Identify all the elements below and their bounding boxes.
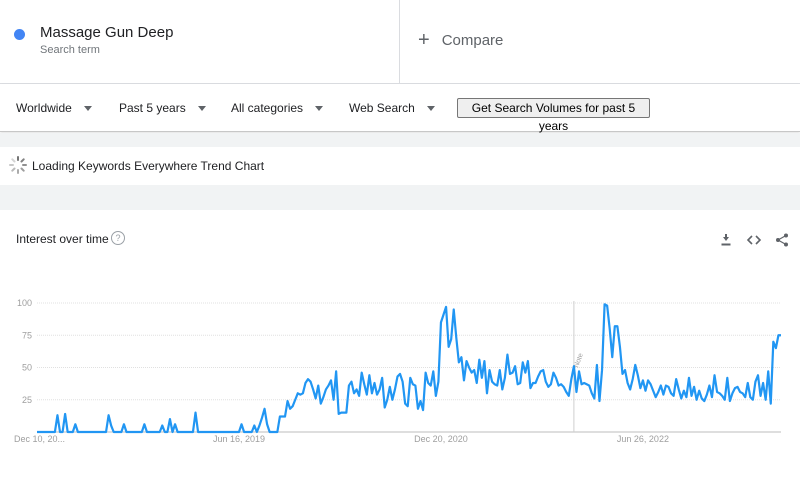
section-gap bbox=[0, 133, 800, 147]
search-term-name[interactable]: Massage Gun Deep bbox=[40, 24, 174, 41]
plus-icon: + bbox=[418, 29, 430, 51]
search-term-card[interactable]: Massage Gun Deep Search term bbox=[0, 0, 400, 84]
x-tick-label: Jun 26, 2022 bbox=[617, 434, 669, 444]
y-tick-label: 50 bbox=[22, 363, 32, 373]
category-label: All categories bbox=[231, 101, 304, 115]
period-dropdown[interactable]: Past 5 years bbox=[119, 101, 206, 115]
y-tick-label: 100 bbox=[17, 298, 32, 308]
spinner-icon bbox=[9, 156, 27, 174]
compare-button[interactable]: + Compare bbox=[418, 30, 503, 50]
y-tick-label: 25 bbox=[22, 395, 32, 405]
card-title: Interest over time bbox=[16, 232, 109, 246]
download-icon[interactable] bbox=[718, 232, 734, 248]
filter-bar: Worldwide Past 5 years All categories We… bbox=[0, 84, 800, 132]
x-tick-label: Jun 16, 2019 bbox=[213, 434, 265, 444]
property-dropdown[interactable]: Web Search bbox=[349, 101, 435, 115]
compare-label: Compare bbox=[441, 31, 504, 49]
interest-chart: 25 50 75 100 Dec 10, 20... Jun 16, 2019 Dec 20… bbox=[14, 298, 781, 444]
share-icon[interactable] bbox=[774, 232, 790, 248]
interest-over-time-card: Interest over time ? 25 50 75 100 Dec 10, 20… bbox=[0, 210, 800, 484]
embed-icon[interactable] bbox=[746, 232, 762, 248]
property-label: Web Search bbox=[349, 101, 415, 115]
annotation-label: Note bbox=[573, 352, 585, 368]
caret-down-icon bbox=[315, 105, 324, 111]
section-gap bbox=[0, 185, 800, 210]
search-term-bar: Massage Gun Deep Search term + Compare bbox=[0, 0, 800, 84]
series-line bbox=[37, 303, 781, 434]
region-dropdown[interactable]: Worldwide bbox=[16, 101, 92, 115]
search-term-type: Search term bbox=[40, 44, 100, 56]
caret-down-icon bbox=[83, 105, 92, 111]
x-tick-label: Dec 10, 20... bbox=[14, 434, 65, 444]
keywords-everywhere-panel: Loading Keywords Everywhere Trend Chart bbox=[0, 147, 800, 185]
loading-text: Loading Keywords Everywhere Trend Chart bbox=[32, 159, 265, 173]
caret-down-icon bbox=[426, 105, 435, 111]
region-label: Worldwide bbox=[16, 101, 72, 115]
series-color-dot bbox=[14, 29, 25, 40]
caret-down-icon bbox=[197, 105, 206, 111]
help-icon[interactable]: ? bbox=[111, 231, 125, 245]
period-label: Past 5 years bbox=[119, 101, 186, 115]
x-tick-label: Dec 20, 2020 bbox=[414, 434, 468, 444]
category-dropdown[interactable]: All categories bbox=[231, 101, 324, 115]
get-search-volumes-button[interactable]: Get Search Volumes for past 5 years bbox=[457, 98, 650, 133]
y-tick-label: 75 bbox=[22, 330, 32, 340]
